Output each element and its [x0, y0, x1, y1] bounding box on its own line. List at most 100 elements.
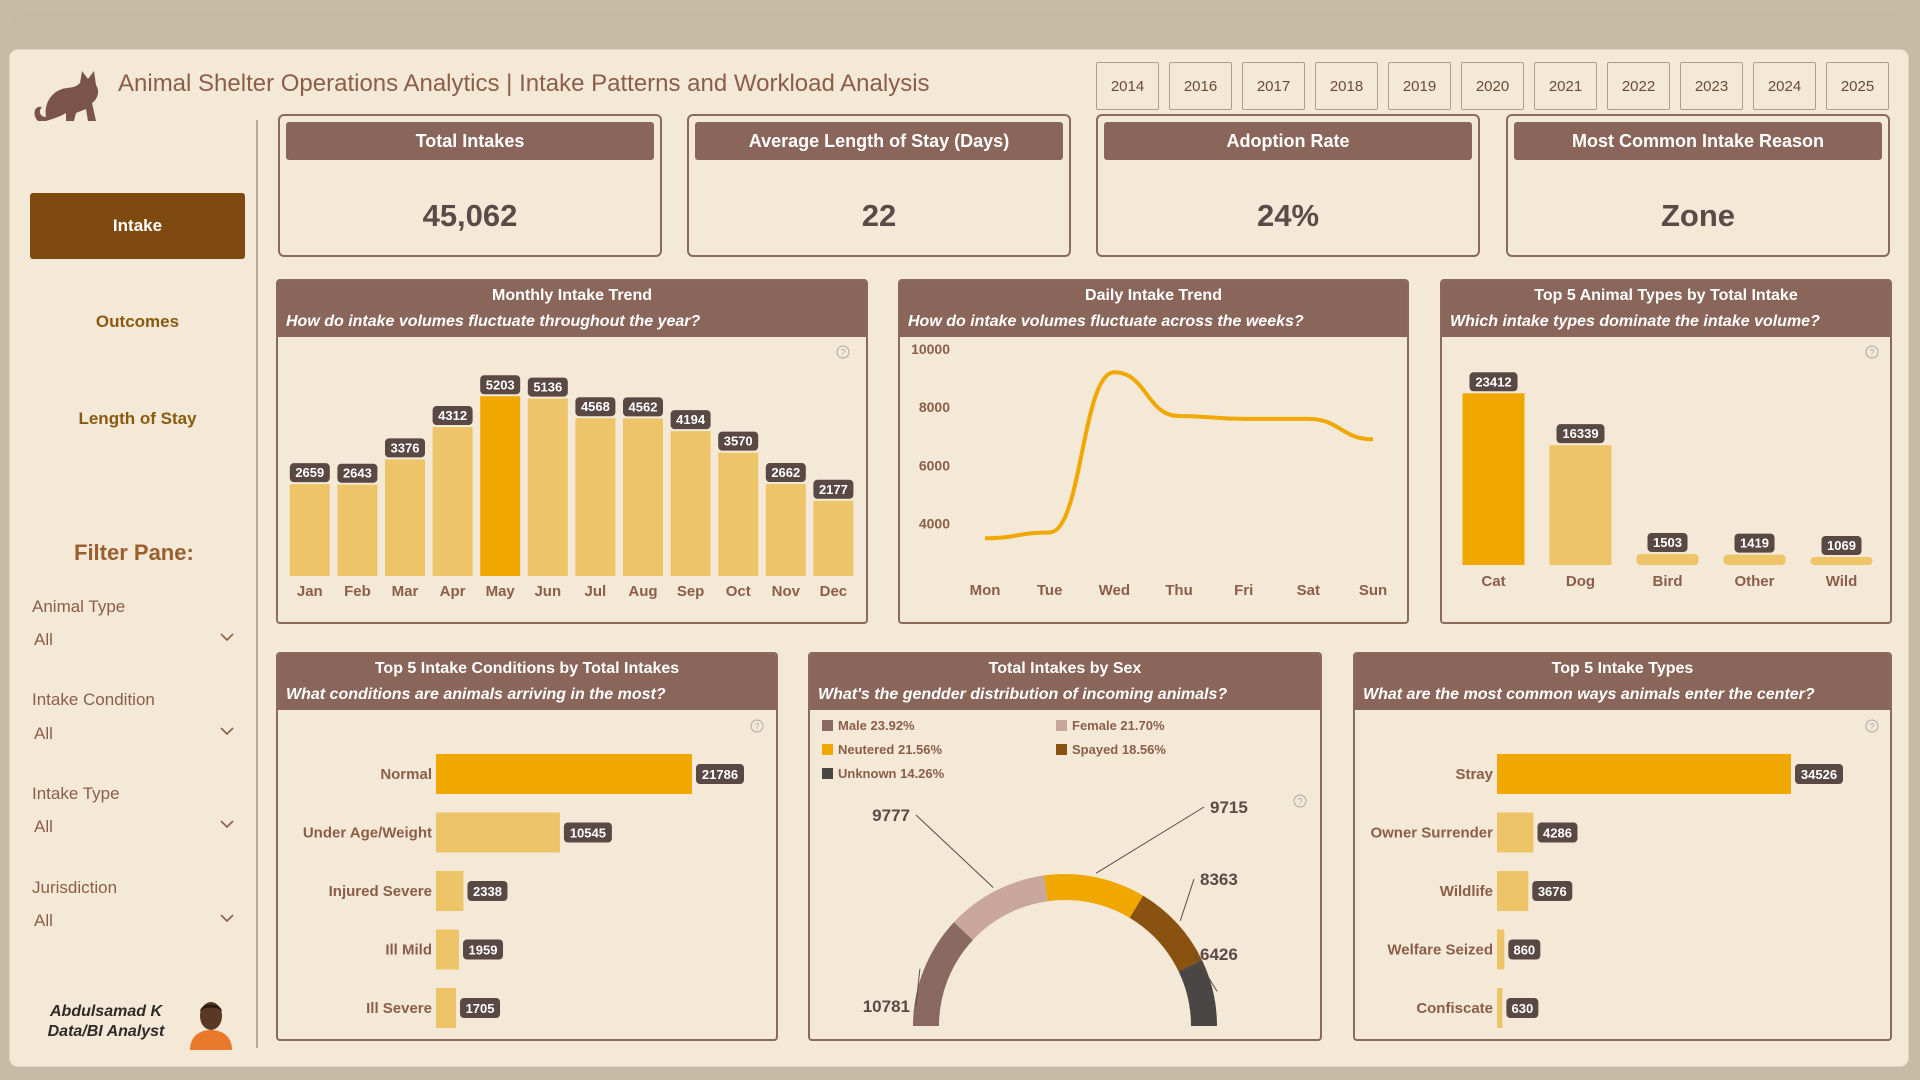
monthly-data-label-bg [289, 463, 330, 483]
intake-conditions-panel: Top 5 Intake Conditions by Total Intakes… [276, 652, 778, 1041]
sex-legend-swatch [822, 744, 833, 755]
monthly-data-label: 5203 [486, 377, 515, 392]
monthly-bar [432, 427, 473, 576]
panel-title: Top 5 Intake Types [1551, 660, 1694, 677]
filter-label: Intake Condition [32, 690, 155, 709]
kpi-label: Average Length of Stay (Days) [695, 122, 1063, 160]
condition-bar [436, 812, 560, 853]
year-button[interactable]: 2016 [1169, 62, 1232, 110]
help-icon[interactable]: ? [1865, 345, 1879, 359]
animal-data-label: 1419 [1740, 536, 1769, 551]
daily-x-tick-label: Wed [1099, 582, 1130, 599]
daily-x-tick-label: Mon [970, 582, 1001, 599]
panel-header: Top 5 Intake Types What are the most com… [1355, 654, 1890, 710]
condition-tick-label: Ill Severe [366, 1000, 432, 1017]
sex-legend-swatch [822, 768, 833, 779]
type-data-label: 860 [1513, 943, 1535, 958]
monthly-data-label-bg [527, 377, 568, 397]
panel-title: Top 5 Intake Conditions by Total Intakes [374, 660, 680, 677]
chevron-down-icon[interactable] [220, 724, 234, 738]
daily-intake-panel: Daily Intake Trend How do intake volumes… [898, 279, 1409, 624]
panel-header: Daily Intake Trend How do intake volumes… [900, 281, 1407, 337]
year-button[interactable]: 2023 [1680, 62, 1743, 110]
avatar [190, 1002, 232, 1050]
panel-subtitle: Which intake types dominate the intake v… [1450, 313, 1820, 330]
nav-intake-button[interactable]: Intake [30, 193, 245, 259]
nav-outcomes-button[interactable]: Outcomes [95, 312, 180, 331]
help-icon[interactable]: ? [1865, 719, 1879, 733]
sex-legend-swatch [822, 720, 833, 731]
sex-slice [913, 922, 973, 1026]
animal-tick-label: Cat [1481, 573, 1505, 590]
type-tick-label: Wildlife [1440, 883, 1493, 900]
monthly-tick-label: Mar [392, 583, 419, 600]
monthly-tick-label: Jan [297, 583, 323, 600]
monthly-data-label: 4194 [676, 412, 706, 427]
kpi-label: Adoption Rate [1104, 122, 1472, 160]
sex-slice [1178, 960, 1217, 1026]
animal-data-label-bg [1647, 532, 1688, 552]
year-button[interactable]: 2017 [1242, 62, 1305, 110]
kpi-adoption-rate: Adoption Rate 24% [1096, 114, 1480, 257]
svg-text:?: ? [1297, 797, 1302, 807]
intake-types-panel: Top 5 Intake Types What are the most com… [1353, 652, 1892, 1041]
year-button[interactable]: 2019 [1388, 62, 1451, 110]
help-icon[interactable]: ? [836, 345, 850, 359]
sex-leader-line [915, 968, 921, 1007]
year-button[interactable]: 2020 [1461, 62, 1524, 110]
condition-data-label-bg [563, 822, 612, 843]
sex-leader-line [1095, 806, 1205, 874]
monthly-bar [480, 396, 521, 576]
filter-jurisdiction-select[interactable]: All [34, 911, 53, 930]
monthly-data-label-bg [480, 375, 521, 395]
condition-bar [436, 871, 464, 911]
year-button[interactable]: 2022 [1607, 62, 1670, 110]
type-bar [1497, 754, 1791, 794]
type-bar [1497, 871, 1529, 911]
filter-label: Jurisdiction [32, 878, 118, 897]
panel-header: Top 5 Intake Conditions by Total Intakes… [278, 654, 776, 710]
nav-length-of-stay-button[interactable]: Length of Stay [78, 409, 197, 428]
type-bar [1497, 929, 1505, 970]
year-slicer: 2014 2016 2017 2018 2019 2020 2021 2022 … [1096, 62, 1889, 110]
year-button[interactable]: 2025 [1826, 62, 1889, 110]
cat-logo-icon [34, 71, 99, 121]
help-icon[interactable]: ? [1293, 794, 1307, 808]
panel-title: Total Intakes by Sex [988, 660, 1142, 677]
type-data-label: 3676 [1538, 884, 1567, 899]
year-button[interactable]: 2014 [1096, 62, 1159, 110]
filter-intake-condition-select[interactable]: All [34, 724, 53, 743]
type-tick-label: Confiscate [1416, 1000, 1493, 1017]
kpi-value: Zone [1660, 198, 1736, 233]
panel-subtitle: What are the most common ways animals en… [1363, 686, 1815, 703]
sex-data-label: 8363 [1200, 870, 1238, 889]
filter-intake-type-select[interactable]: All [34, 817, 53, 836]
condition-data-label: 21786 [702, 767, 738, 782]
help-icon[interactable]: ? [750, 719, 764, 733]
chevron-down-icon[interactable] [220, 911, 234, 925]
daily-y-tick-label: 8000 [919, 399, 950, 415]
panel-header: Monthly Intake Trend How do intake volum… [278, 281, 866, 337]
monthly-bar [623, 418, 663, 576]
filter-animal-type-select[interactable]: All [34, 630, 53, 649]
sex-data-label: 6426 [1200, 945, 1238, 964]
year-button[interactable]: 2024 [1753, 62, 1816, 110]
condition-data-label: 10545 [570, 826, 606, 841]
type-tick-label: Stray [1455, 766, 1493, 783]
monthly-bar [575, 418, 616, 576]
intakes-by-sex-panel: Total Intakes by Sex What's the gendder … [808, 652, 1322, 1041]
condition-data-label: 1705 [466, 1001, 495, 1016]
animal-types-panel: Top 5 Animal Types by Total Intake Which… [1440, 279, 1892, 624]
year-button[interactable]: 2021 [1534, 62, 1597, 110]
condition-data-label: 1959 [469, 943, 498, 958]
sex-slice [953, 875, 1048, 940]
type-data-label-bg [1532, 881, 1573, 901]
sex-slice [1044, 874, 1144, 918]
chevron-down-icon[interactable] [220, 817, 234, 831]
animal-tick-label: Other [1734, 573, 1774, 590]
monthly-data-label: 4562 [629, 399, 658, 414]
year-button[interactable]: 2018 [1315, 62, 1378, 110]
sex-legend-label: Unknown 14.26% [838, 766, 945, 781]
animal-data-label: 1069 [1827, 538, 1856, 553]
chevron-down-icon[interactable] [220, 630, 234, 644]
